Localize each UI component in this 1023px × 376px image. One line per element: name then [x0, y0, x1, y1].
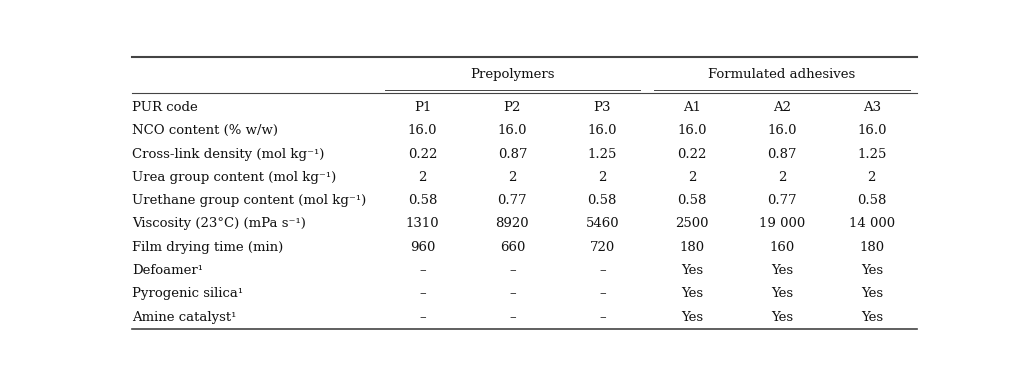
Text: 720: 720 — [589, 241, 615, 254]
Text: Yes: Yes — [771, 264, 793, 277]
Text: Yes: Yes — [771, 311, 793, 324]
Text: PUR code: PUR code — [132, 101, 197, 114]
Text: 0.58: 0.58 — [677, 194, 707, 207]
Text: 0.77: 0.77 — [497, 194, 527, 207]
Text: 2500: 2500 — [675, 217, 709, 230]
Text: 1.25: 1.25 — [857, 147, 887, 161]
Text: A1: A1 — [683, 101, 701, 114]
Text: Yes: Yes — [771, 287, 793, 300]
Text: Viscosity (23°C) (mPa s⁻¹): Viscosity (23°C) (mPa s⁻¹) — [132, 217, 306, 230]
Text: 660: 660 — [499, 241, 525, 254]
Text: 0.22: 0.22 — [408, 147, 437, 161]
Text: Yes: Yes — [681, 287, 703, 300]
Text: 960: 960 — [410, 241, 435, 254]
Text: Cross-link density (mol kg⁻¹): Cross-link density (mol kg⁻¹) — [132, 147, 324, 161]
Text: –: – — [598, 311, 606, 324]
Text: –: – — [598, 264, 606, 277]
Text: A2: A2 — [773, 101, 791, 114]
Text: 19 000: 19 000 — [759, 217, 805, 230]
Text: –: – — [419, 287, 426, 300]
Text: Amine catalyst¹: Amine catalyst¹ — [132, 311, 236, 324]
Text: 2: 2 — [418, 171, 427, 184]
Text: Yes: Yes — [681, 311, 703, 324]
Text: –: – — [509, 311, 516, 324]
Text: 0.77: 0.77 — [767, 194, 797, 207]
Text: Yes: Yes — [860, 311, 883, 324]
Text: 0.87: 0.87 — [767, 147, 797, 161]
Text: 16.0: 16.0 — [677, 124, 707, 137]
Text: 1.25: 1.25 — [587, 147, 617, 161]
Text: 16.0: 16.0 — [497, 124, 527, 137]
Text: 2: 2 — [687, 171, 697, 184]
Text: Urea group content (mol kg⁻¹): Urea group content (mol kg⁻¹) — [132, 171, 337, 184]
Text: 1310: 1310 — [406, 217, 439, 230]
Text: 180: 180 — [859, 241, 884, 254]
Text: 16.0: 16.0 — [857, 124, 887, 137]
Text: Yes: Yes — [860, 264, 883, 277]
Text: P3: P3 — [593, 101, 611, 114]
Text: –: – — [419, 311, 426, 324]
Text: Prepolymers: Prepolymers — [471, 68, 554, 81]
Text: –: – — [419, 264, 426, 277]
Text: 2: 2 — [868, 171, 876, 184]
Text: Defoamer¹: Defoamer¹ — [132, 264, 203, 277]
Text: 0.58: 0.58 — [587, 194, 617, 207]
Text: Formulated adhesives: Formulated adhesives — [708, 68, 855, 81]
Text: 2: 2 — [508, 171, 517, 184]
Text: 2: 2 — [598, 171, 607, 184]
Text: 16.0: 16.0 — [587, 124, 617, 137]
Text: 2: 2 — [777, 171, 786, 184]
Text: 0.22: 0.22 — [677, 147, 707, 161]
Text: 0.58: 0.58 — [857, 194, 887, 207]
Text: NCO content (% w/w): NCO content (% w/w) — [132, 124, 278, 137]
Text: Film drying time (min): Film drying time (min) — [132, 241, 283, 254]
Text: 180: 180 — [679, 241, 705, 254]
Text: Pyrogenic silica¹: Pyrogenic silica¹ — [132, 287, 243, 300]
Text: P1: P1 — [414, 101, 432, 114]
Text: 14 000: 14 000 — [849, 217, 895, 230]
Text: –: – — [509, 287, 516, 300]
Text: A3: A3 — [862, 101, 881, 114]
Text: Yes: Yes — [860, 287, 883, 300]
Text: 16.0: 16.0 — [408, 124, 437, 137]
Text: –: – — [598, 287, 606, 300]
Text: 16.0: 16.0 — [767, 124, 797, 137]
Text: –: – — [509, 264, 516, 277]
Text: Urethane group content (mol kg⁻¹): Urethane group content (mol kg⁻¹) — [132, 194, 366, 207]
Text: P2: P2 — [503, 101, 521, 114]
Text: 8920: 8920 — [495, 217, 529, 230]
Text: 0.58: 0.58 — [408, 194, 437, 207]
Text: 160: 160 — [769, 241, 795, 254]
Text: Yes: Yes — [681, 264, 703, 277]
Text: 5460: 5460 — [585, 217, 619, 230]
Text: 0.87: 0.87 — [497, 147, 527, 161]
